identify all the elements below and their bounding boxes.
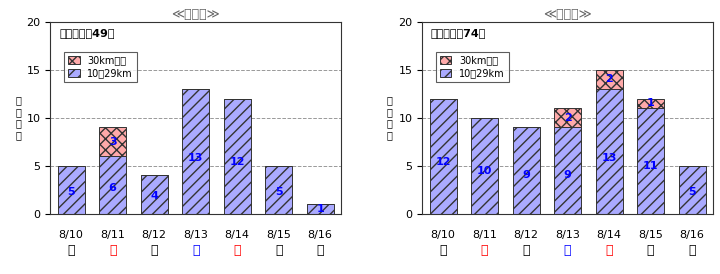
Text: 6: 6	[109, 183, 117, 193]
Text: 8/13: 8/13	[555, 230, 580, 240]
Text: 8/16: 8/16	[307, 230, 333, 240]
Text: 5: 5	[68, 187, 75, 197]
Text: 土: 土	[192, 244, 199, 257]
Text: 12: 12	[230, 157, 245, 167]
Title: ≪上り線≫: ≪上り線≫	[543, 8, 592, 21]
Text: 5: 5	[688, 187, 696, 197]
Text: 8/12: 8/12	[142, 230, 166, 240]
Bar	[554, 108, 581, 127]
Text: 3: 3	[109, 137, 117, 147]
Text: 8/14: 8/14	[597, 230, 621, 240]
Text: 8/14: 8/14	[225, 230, 250, 240]
Text: 10: 10	[477, 165, 492, 176]
Text: 1: 1	[316, 204, 324, 214]
Y-axis label: 渋
澩
回
数: 渋 澩 回 数	[15, 95, 21, 140]
Text: 8/16: 8/16	[680, 230, 704, 240]
Text: 5: 5	[275, 187, 282, 197]
Legend: 30km以上, 10～29km: 30km以上, 10～29km	[436, 52, 509, 82]
Text: 火: 火	[316, 244, 324, 257]
Text: 日: 日	[606, 244, 613, 257]
Text: 上り合計：74回: 上り合計：74回	[431, 28, 487, 38]
Bar	[513, 127, 539, 214]
Title: ≪下り線≫: ≪下り線≫	[171, 8, 220, 21]
Text: 2: 2	[606, 75, 613, 84]
Text: 2: 2	[564, 113, 572, 123]
Text: 火: 火	[688, 244, 696, 257]
Text: 9: 9	[564, 170, 572, 180]
Text: 13: 13	[188, 153, 203, 162]
Text: 8/12: 8/12	[513, 230, 539, 240]
Text: 金: 金	[150, 244, 158, 257]
Text: 8/13: 8/13	[183, 230, 208, 240]
Text: 水: 水	[439, 244, 447, 257]
Text: 13: 13	[601, 153, 617, 162]
Bar	[58, 166, 85, 214]
Bar	[678, 166, 706, 214]
Text: 月: 月	[275, 244, 282, 257]
Bar	[99, 156, 126, 214]
Text: 土: 土	[564, 244, 571, 257]
Bar	[554, 127, 581, 214]
Text: 11: 11	[643, 161, 658, 171]
Bar	[307, 204, 333, 214]
Bar	[471, 118, 498, 214]
Text: 月: 月	[647, 244, 654, 257]
Bar	[140, 175, 168, 214]
Text: 木: 木	[481, 244, 488, 257]
Text: 8/11: 8/11	[472, 230, 497, 240]
Text: 8/10: 8/10	[59, 230, 84, 240]
Text: 下り合計：49回: 下り合計：49回	[59, 28, 114, 38]
Text: 水: 水	[68, 244, 75, 257]
Text: 金: 金	[522, 244, 530, 257]
Text: 4: 4	[150, 192, 158, 201]
Text: 8/15: 8/15	[266, 230, 291, 240]
Text: 8/11: 8/11	[100, 230, 125, 240]
Bar	[637, 108, 664, 214]
Text: 日: 日	[233, 244, 241, 257]
Bar	[637, 99, 664, 108]
Bar	[595, 89, 623, 214]
Y-axis label: 渋
澩
回
数: 渋 澩 回 数	[387, 95, 393, 140]
Text: 9: 9	[522, 170, 530, 180]
Bar	[224, 99, 251, 214]
Text: 8/15: 8/15	[638, 230, 663, 240]
Legend: 30km以上, 10～29km: 30km以上, 10～29km	[64, 52, 137, 82]
Text: 木: 木	[109, 244, 117, 257]
Bar	[182, 89, 209, 214]
Text: 1: 1	[647, 98, 654, 109]
Bar	[265, 166, 292, 214]
Text: 12: 12	[436, 157, 451, 167]
Bar	[430, 99, 456, 214]
Text: 8/10: 8/10	[431, 230, 456, 240]
Bar	[99, 127, 126, 156]
Bar	[595, 70, 623, 89]
